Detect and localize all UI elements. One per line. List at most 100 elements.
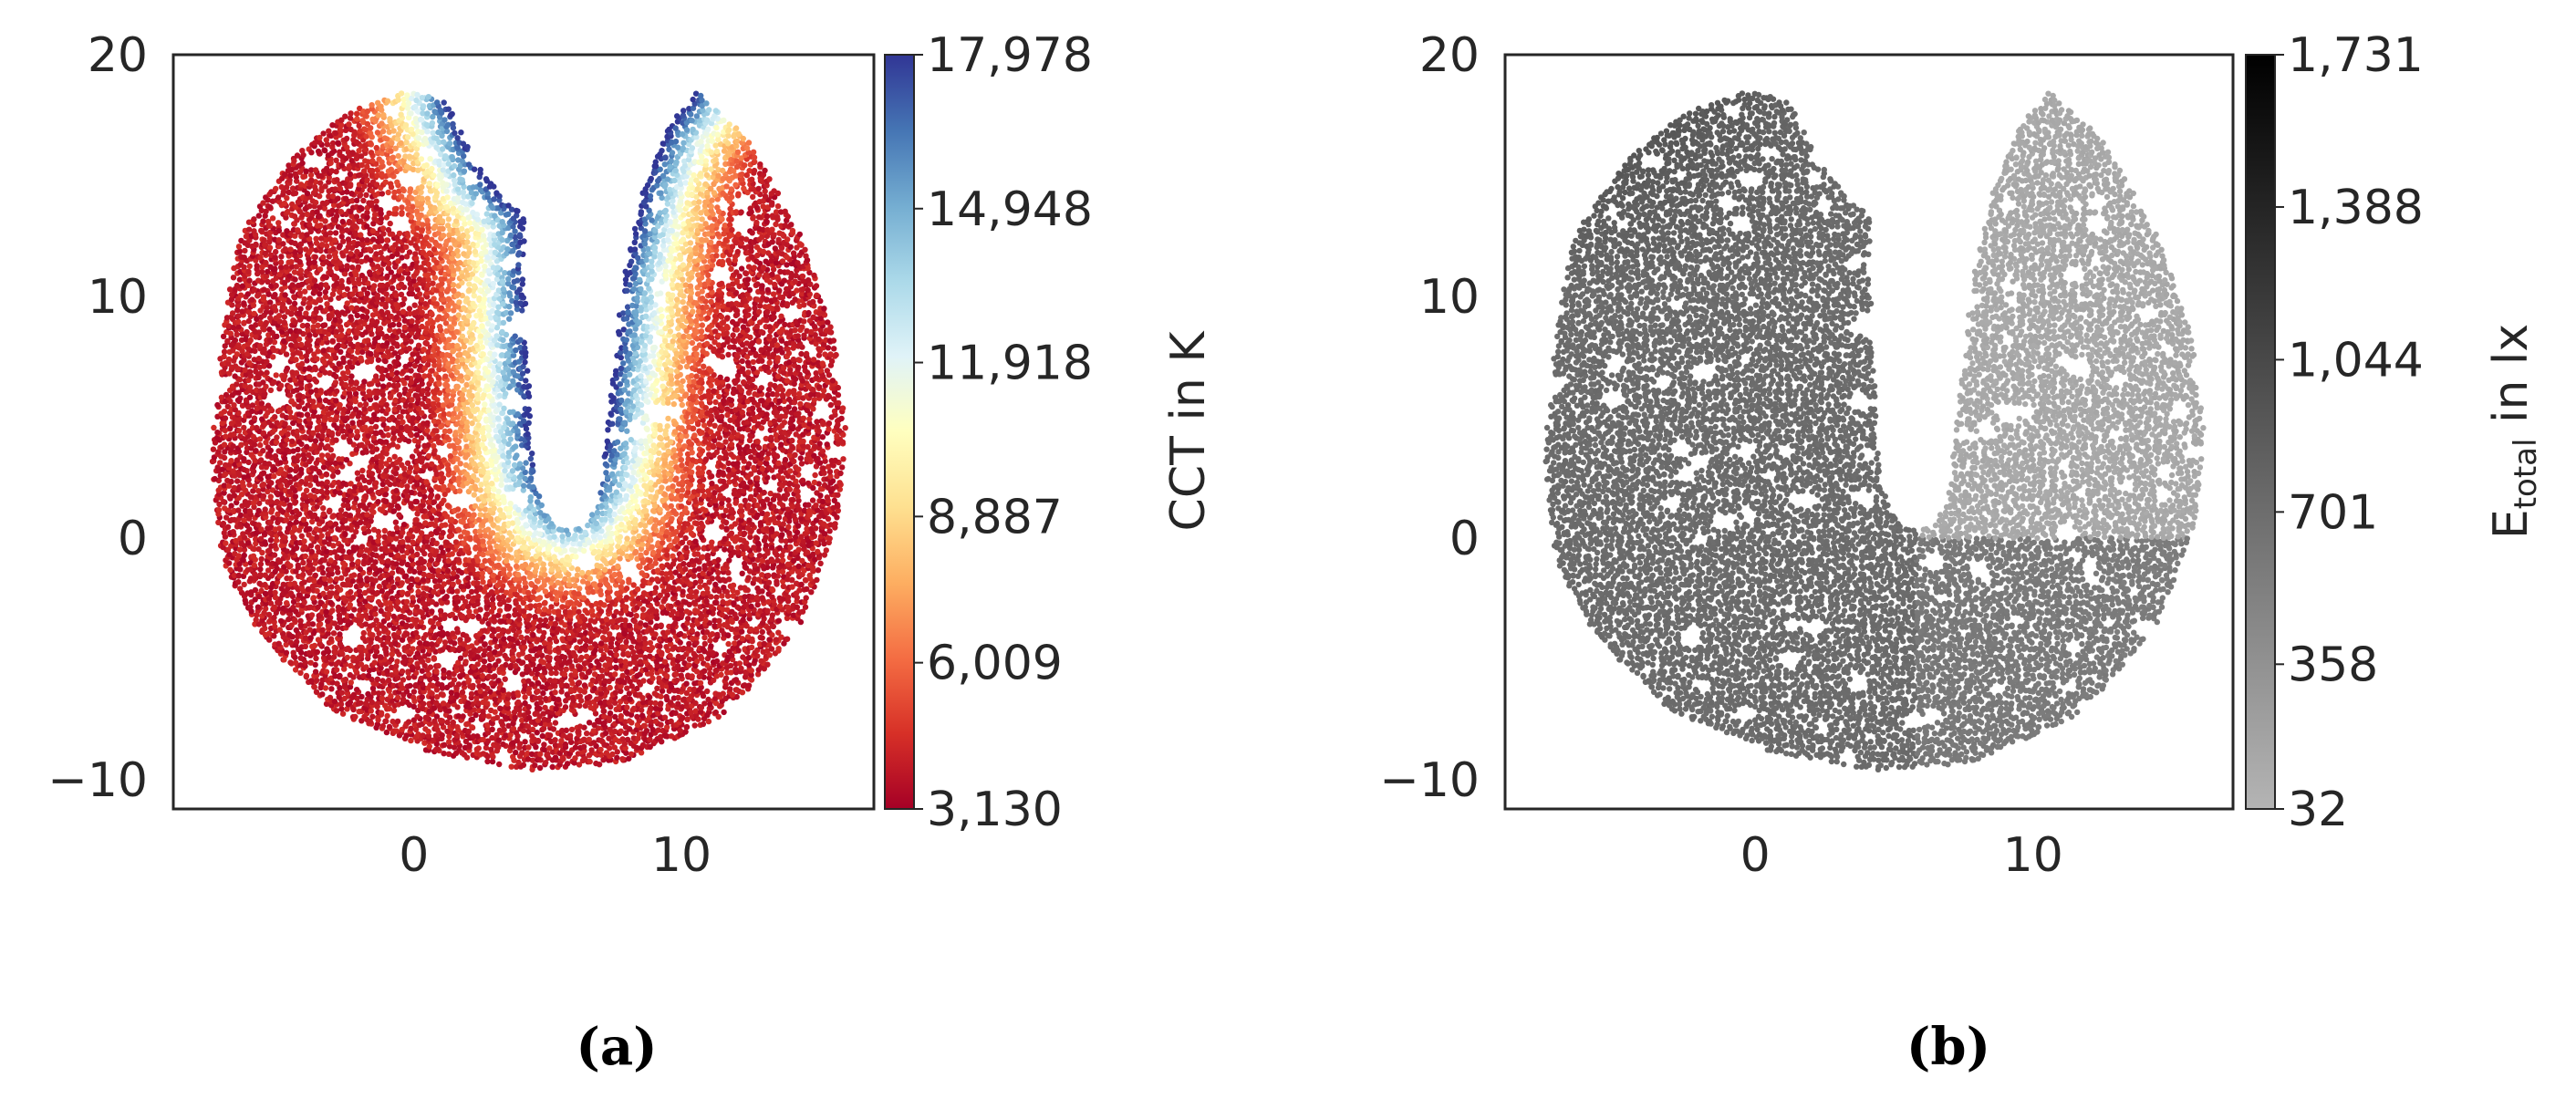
data-point (597, 608, 605, 615)
data-point (475, 700, 482, 707)
data-point (379, 689, 386, 697)
data-point (489, 758, 496, 765)
data-point (338, 706, 345, 712)
data-point (552, 620, 559, 627)
data-point (237, 566, 244, 573)
data-point (287, 590, 295, 596)
data-point (483, 599, 491, 606)
data-point (774, 531, 780, 537)
data-point (534, 730, 540, 736)
data-point (696, 565, 702, 572)
data-point (601, 741, 608, 748)
data-point (408, 737, 414, 744)
data-point (555, 696, 562, 703)
data-point (728, 544, 734, 551)
data-point (588, 607, 596, 614)
data-point (298, 533, 305, 539)
data-point (574, 645, 580, 651)
data-point (462, 658, 469, 665)
data-point (475, 678, 482, 685)
data-point (421, 653, 428, 659)
data-point (262, 572, 268, 578)
data-point (453, 605, 460, 611)
data-point (541, 640, 548, 647)
data-point (495, 555, 503, 562)
data-point (493, 662, 499, 669)
data-point (277, 530, 284, 537)
data-point (334, 680, 340, 687)
data-point (765, 598, 772, 606)
data-point (775, 617, 782, 624)
data-point (694, 658, 701, 665)
data-point (711, 677, 717, 684)
data-point (508, 763, 514, 770)
data-point (386, 705, 393, 712)
data-point (732, 666, 739, 673)
data-point (552, 720, 559, 726)
data-point (652, 585, 660, 591)
data-point (692, 579, 699, 586)
data-point (749, 636, 755, 642)
data-point (306, 525, 313, 533)
data-point (360, 629, 367, 637)
data-point (775, 646, 782, 652)
data-point (385, 635, 392, 641)
data-point (773, 637, 780, 643)
data-point (429, 641, 435, 648)
data-point (692, 662, 699, 669)
data-point (826, 535, 833, 542)
data-point (698, 520, 704, 527)
data-point (622, 724, 629, 731)
data-point (258, 555, 265, 563)
data-point (574, 599, 580, 606)
data-point (328, 686, 335, 692)
data-point (597, 690, 605, 697)
data-point (410, 646, 416, 652)
data-point (550, 695, 557, 702)
data-point (415, 707, 421, 714)
data-point (586, 736, 592, 742)
data-point (709, 539, 715, 545)
data-point (657, 643, 663, 649)
data-point (369, 713, 376, 720)
data-point (436, 511, 442, 517)
data-point (293, 519, 299, 525)
data-point (524, 635, 530, 641)
data-point (537, 519, 544, 525)
data-point (587, 617, 594, 624)
data-point (753, 535, 761, 542)
data-point (469, 643, 475, 649)
data-point (552, 689, 558, 696)
data-point (223, 514, 230, 521)
data-point (527, 603, 534, 609)
data-point (338, 648, 345, 655)
data-point (626, 755, 632, 762)
data-point (548, 615, 555, 622)
data-point (643, 728, 650, 734)
data-point (745, 654, 753, 661)
data-point (514, 689, 521, 696)
data-point (297, 662, 304, 669)
data-point (732, 640, 738, 647)
data-point (633, 654, 639, 660)
data-point (398, 681, 404, 688)
data-point (399, 613, 405, 620)
data-point (475, 745, 482, 751)
data-point (618, 728, 624, 734)
data-point (823, 547, 829, 554)
data-point (541, 746, 547, 753)
data-point (389, 595, 396, 602)
data-point (624, 675, 630, 681)
data-point (712, 709, 719, 716)
data-point (298, 649, 305, 656)
data-point (537, 617, 544, 624)
data-point (470, 682, 476, 689)
data-point (358, 648, 365, 655)
data-point (799, 557, 805, 565)
data-point (338, 544, 345, 550)
data-point (255, 522, 262, 528)
data-point (688, 588, 694, 596)
data-point (528, 642, 535, 649)
data-point (425, 728, 431, 735)
data-point (832, 521, 838, 527)
